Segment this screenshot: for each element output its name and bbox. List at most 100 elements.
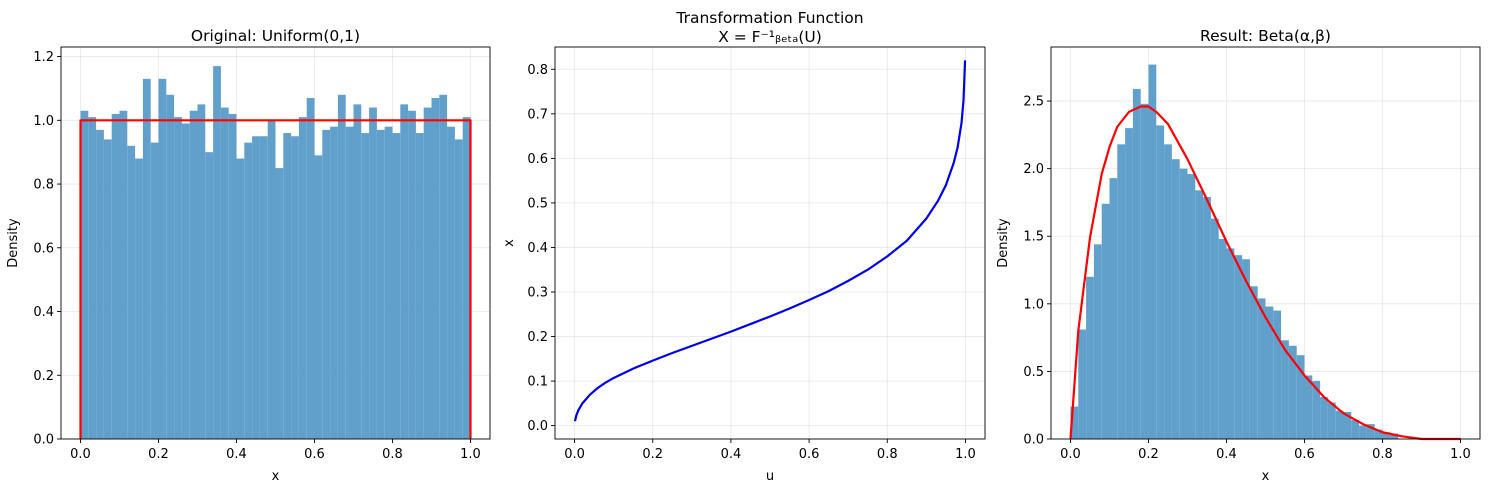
panel-title: Result: Beta(α,β) xyxy=(1200,27,1331,45)
histogram-bar xyxy=(228,113,237,440)
x-tick-label: 0.2 xyxy=(642,447,663,462)
histogram-bar xyxy=(1296,355,1305,439)
histogram-bar xyxy=(400,104,409,440)
histogram-bar xyxy=(384,126,393,439)
histogram-bar xyxy=(361,133,370,440)
histogram-bar xyxy=(1374,429,1383,439)
histogram-bar xyxy=(1304,375,1313,439)
histogram-bar xyxy=(1109,178,1118,439)
histogram-bar xyxy=(150,142,159,440)
histogram-bar xyxy=(408,110,416,439)
y-tick-label: 0.3 xyxy=(527,286,548,301)
x-axis-label: x xyxy=(1262,469,1270,484)
histogram-bar xyxy=(220,107,229,439)
histogram-bar xyxy=(1117,144,1126,439)
histogram-bar xyxy=(369,107,377,439)
histogram-bar xyxy=(1156,125,1165,440)
histogram-bar xyxy=(1164,144,1172,439)
histogram-bar xyxy=(252,136,260,439)
histogram-bar xyxy=(330,126,338,439)
histogram-bar xyxy=(1281,340,1289,439)
x-tick-label: 0.8 xyxy=(877,447,898,462)
histogram-bar xyxy=(1125,128,1133,439)
y-tick-label: 0.0 xyxy=(527,419,548,434)
panel-2: 0.0 0.2 0.4 0.6 0.8 1.0 0.0 0.1 0.2 0.3 0.4 0.5 0.6 0… xyxy=(502,9,986,484)
y-tick-label: 0.0 xyxy=(1023,433,1044,448)
histogram-bar xyxy=(1132,88,1141,440)
y-tick-label: 1.2 xyxy=(33,50,54,65)
histogram-bar xyxy=(1335,410,1344,439)
x-tick-label: 0.4 xyxy=(226,447,247,462)
histogram-bar xyxy=(111,113,120,440)
histogram-bar xyxy=(127,145,136,439)
histogram-bar xyxy=(158,78,167,439)
histogram-bar xyxy=(1390,433,1399,439)
histogram-bar xyxy=(447,126,455,439)
panel-title-line: X = F⁻¹ᵦₑₜₐ(U) xyxy=(718,28,822,46)
histogram-bar xyxy=(1351,420,1360,439)
y-tick-label: 0.7 xyxy=(527,107,548,122)
x-axis-label: x xyxy=(272,469,280,484)
histogram-bar xyxy=(1226,248,1235,439)
y-tick-label: 0.4 xyxy=(527,241,548,256)
histogram-bar xyxy=(1234,255,1243,439)
histogram-bar xyxy=(1070,406,1079,439)
x-tick-label: 0.0 xyxy=(1060,447,1081,462)
histogram-bar xyxy=(462,117,471,439)
histogram-bar xyxy=(1179,168,1188,440)
x-tick-label: 0.4 xyxy=(1216,447,1237,462)
histogram-bar xyxy=(1366,424,1375,439)
histogram-bar xyxy=(1265,306,1274,439)
histogram-bar xyxy=(244,142,253,440)
x-tick-label: 0.6 xyxy=(799,447,820,462)
axes-frame xyxy=(554,46,986,440)
y-axis-label: x xyxy=(502,239,517,247)
histogram-bar xyxy=(1187,174,1196,439)
y-tick-label: 0.6 xyxy=(527,152,548,167)
histogram-bar xyxy=(1273,310,1282,439)
y-tick-label: 0.8 xyxy=(33,178,54,193)
panel-title-line: Result: Beta(α,β) xyxy=(1200,27,1331,45)
histogram-bar xyxy=(1249,286,1258,439)
histogram-bar xyxy=(353,104,362,440)
histogram-bar xyxy=(1242,259,1250,439)
histogram-bar xyxy=(197,104,206,440)
histogram-bar xyxy=(1101,203,1110,439)
x-tick-label: 0.2 xyxy=(148,447,169,462)
panel-title: Transformation Function X = F⁻¹ᵦₑₜₐ(U) xyxy=(675,9,863,46)
x-tick-label: 0.6 xyxy=(1294,447,1315,462)
x-tick-label: 0.4 xyxy=(721,447,742,462)
histogram-bar xyxy=(1093,244,1102,439)
transformation-line xyxy=(573,60,967,422)
panels: 0.0 0.2 0.4 0.6 0.8 1.0 0.0 0.2 0.4 0.6 0.8 1.0 1.2 x… xyxy=(6,9,1481,484)
histogram-bar xyxy=(454,139,463,439)
x-tick-label: 1.0 xyxy=(460,447,481,462)
histogram-bar xyxy=(1148,64,1157,439)
histogram-bar xyxy=(119,110,128,439)
x-tick-label: 0.0 xyxy=(70,447,91,462)
histogram-bar xyxy=(96,129,104,439)
x-tick-label: 0.2 xyxy=(1138,447,1159,462)
x-tick-label: 1.0 xyxy=(955,447,976,462)
histogram-bar xyxy=(322,129,331,439)
histogram-bar xyxy=(142,78,151,439)
histogram-bar xyxy=(431,97,440,439)
panel-title: Original: Uniform(0,1) xyxy=(191,27,360,45)
histogram-bar xyxy=(345,126,354,439)
y-tick-label: 0.5 xyxy=(527,196,548,211)
histogram-bar xyxy=(213,66,221,439)
histogram-bar xyxy=(1288,345,1297,439)
y-tick-label: 0.6 xyxy=(33,241,54,256)
histogram-bar xyxy=(1171,159,1180,439)
x-tick-label: 0.6 xyxy=(304,447,325,462)
y-tick-label: 0.2 xyxy=(33,369,54,384)
y-tick-label: 0.1 xyxy=(527,375,548,390)
histogram-bar xyxy=(337,94,346,440)
histogram-bar xyxy=(314,155,323,439)
histogram-bar xyxy=(267,120,276,439)
histogram-bar xyxy=(205,152,214,440)
histogram-bar xyxy=(392,133,401,440)
y-tick-label: 1.0 xyxy=(1023,297,1044,312)
axes-frame xyxy=(60,46,491,440)
y-tick-label: 0.4 xyxy=(33,305,54,320)
